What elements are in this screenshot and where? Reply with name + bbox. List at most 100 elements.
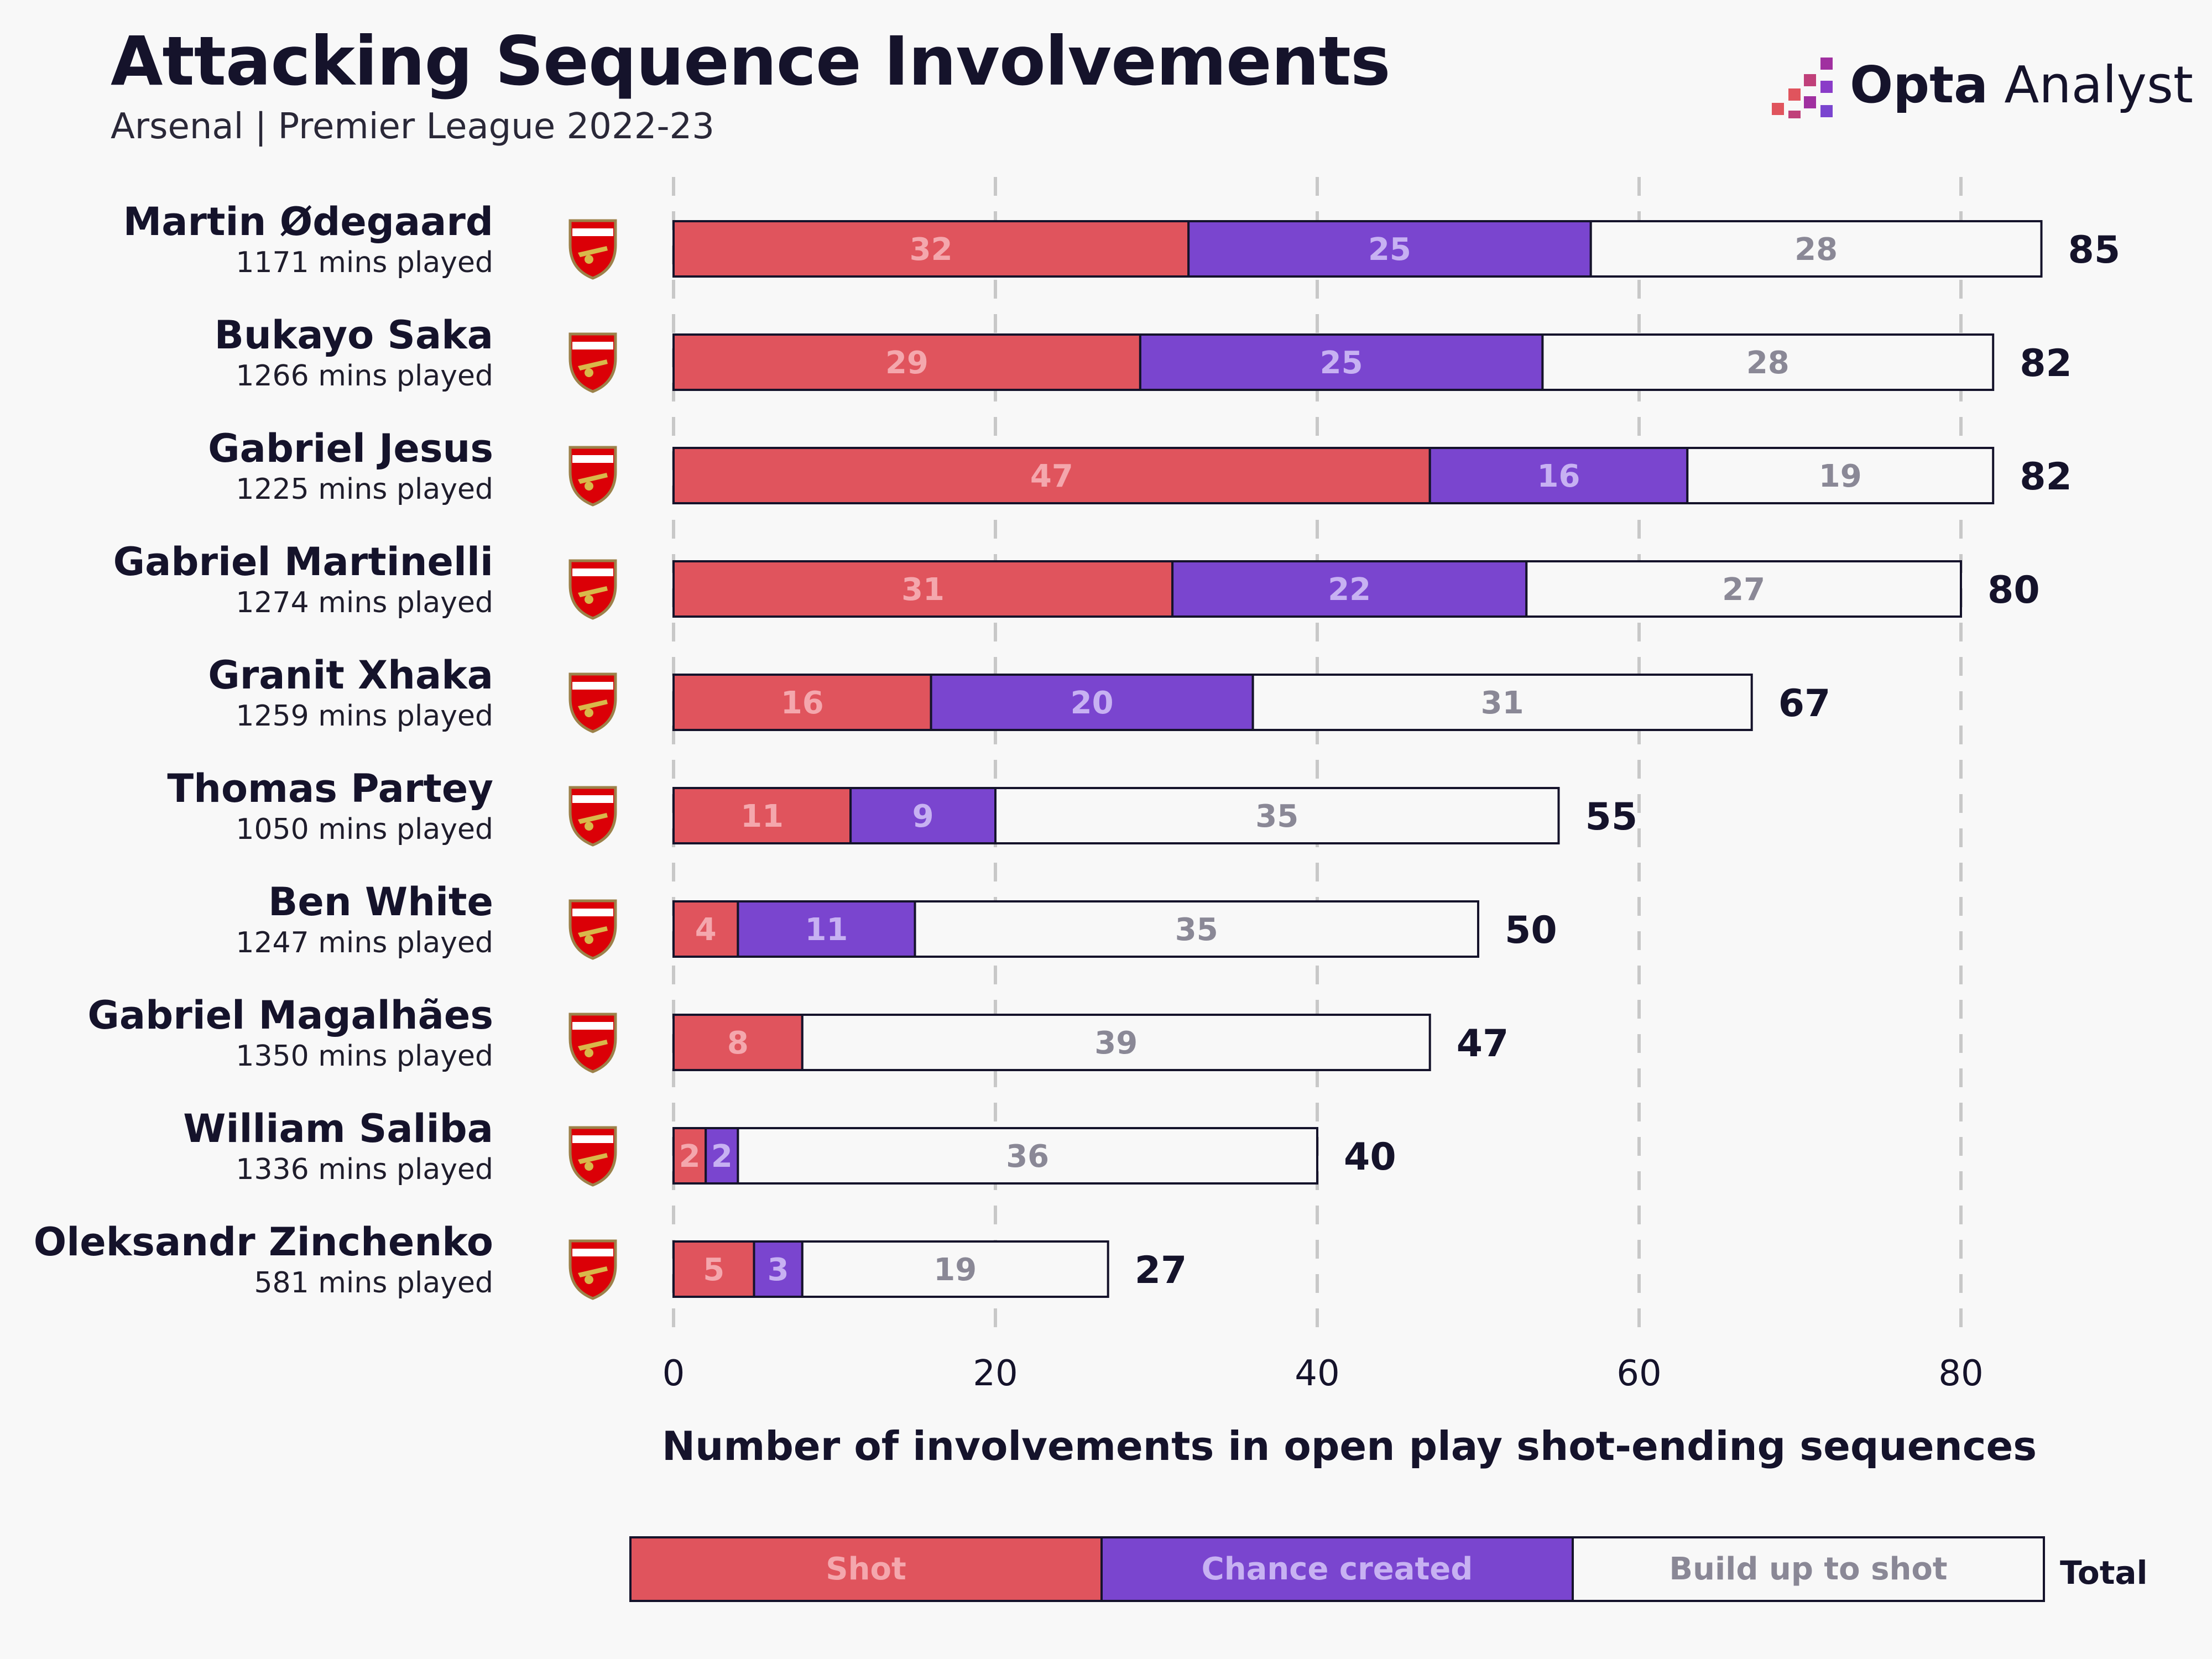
legend-total-label: Total [2060, 1554, 2148, 1592]
bar-value-label: 19 [933, 1252, 977, 1288]
brand-name-light: Analyst [1988, 55, 2193, 114]
bar-value-label: 11 [740, 799, 784, 834]
bar-total-label: 67 [1778, 682, 1831, 726]
bar-total-label: 50 [1505, 909, 1557, 952]
arsenal-crest-icon [568, 1126, 617, 1187]
bar-value-label: 25 [1320, 345, 1363, 381]
bar-segment-build-up [1251, 674, 1753, 731]
player-name: Gabriel Jesus [208, 426, 493, 471]
player-name: Martin Ødegaard [123, 199, 493, 244]
bar-segment-build-up [914, 900, 1479, 958]
player-minutes: 1274 mins played [236, 586, 493, 619]
player-name: Oleksandr Zinchenko [33, 1219, 493, 1265]
bar-value-label: 16 [1537, 458, 1580, 494]
player-minutes: 1171 mins played [236, 246, 493, 279]
bar-value-label: 28 [1794, 232, 1838, 268]
player-minutes: 1050 mins played [236, 813, 493, 846]
x-tick-label: 40 [1295, 1353, 1339, 1394]
bar-total-label: 80 [1987, 568, 2040, 612]
player-name: Thomas Partey [167, 766, 493, 811]
x-tick-label: 80 [1938, 1353, 1983, 1394]
legend-label: Shot [826, 1551, 906, 1587]
bar-total-label: 40 [1344, 1135, 1396, 1179]
bar-segment-shot [672, 333, 1141, 391]
bar-value-label: 19 [1819, 458, 1862, 494]
bar-segment-chance-created [1139, 333, 1544, 391]
bar-segment-build-up [1525, 560, 1963, 618]
bar-segment-shot [672, 447, 1431, 504]
bar-value-label: 28 [1746, 345, 1790, 381]
arsenal-crest-icon [568, 672, 617, 733]
player-name: Gabriel Martinelli [113, 539, 493, 585]
bar-segment-chance-created [705, 1127, 739, 1185]
player-minutes: 1336 mins played [236, 1153, 493, 1186]
bar-segment-build-up [1589, 220, 2043, 278]
bar-total-label: 82 [2020, 455, 2072, 499]
brand-name: Opta Analyst [1850, 55, 2193, 114]
arsenal-crest-icon [568, 899, 617, 960]
bar-segment-build-up [994, 787, 1560, 844]
bar-value-label: 47 [1030, 458, 1073, 494]
arsenal-crest-icon [568, 1013, 617, 1073]
legend-label: Chance created [1202, 1551, 1473, 1587]
page-subtitle: Arsenal | Premier League 2022-23 [111, 106, 714, 147]
bar-segment-shot [672, 560, 1174, 618]
arsenal-crest-icon [568, 786, 617, 847]
bar-total-label: 55 [1585, 795, 1638, 839]
bar-value-label: 29 [885, 345, 928, 381]
player-minutes: 1259 mins played [236, 700, 493, 733]
player-name: Ben White [268, 879, 493, 925]
brand-name-bold: Opta [1850, 55, 1989, 114]
arsenal-crest-icon [568, 446, 617, 507]
player-name: Bukayo Saka [214, 312, 493, 358]
arsenal-crest-icon [568, 1239, 617, 1300]
bar-value-label: 2 [679, 1139, 701, 1175]
bar-segment-build-up [1686, 447, 1995, 504]
player-name: William Saliba [183, 1106, 493, 1151]
page-title: Attacking Sequence Involvements [111, 22, 1391, 101]
bar-value-label: 35 [1255, 799, 1298, 834]
bar-value-label: 8 [727, 1025, 749, 1061]
bar-segment-build-up [801, 1014, 1431, 1071]
bar-segment-shot [672, 1240, 755, 1298]
player-minutes: 1247 mins played [236, 926, 493, 959]
legend-swatch [629, 1536, 1103, 1602]
bar-value-label: 16 [781, 685, 824, 721]
bar-value-label: 31 [901, 572, 945, 608]
bar-value-label: 39 [1094, 1025, 1138, 1061]
legend-label: Build up to shot [1669, 1551, 1947, 1587]
bar-total-label: 27 [1135, 1249, 1187, 1292]
bar-value-label: 11 [805, 912, 848, 948]
bar-segment-shot [672, 1014, 804, 1071]
bar-total-label: 82 [2020, 342, 2072, 385]
player-minutes: 581 mins played [254, 1266, 493, 1300]
bar-segment-chance-created [753, 1240, 804, 1298]
player-name: Granit Xhaka [208, 653, 493, 698]
bar-segment-shot [672, 787, 852, 844]
player-minutes: 1350 mins played [236, 1040, 493, 1073]
bar-segment-chance-created [930, 674, 1254, 731]
x-tick-label: 60 [1616, 1353, 1661, 1394]
bar-value-label: 3 [768, 1252, 789, 1288]
x-axis-label: Number of involvements in open play shot… [662, 1423, 2037, 1469]
bar-value-label: 9 [912, 799, 934, 834]
arsenal-crest-icon [568, 332, 617, 393]
x-tick-label: 20 [973, 1353, 1018, 1394]
bar-segment-shot [672, 220, 1190, 278]
player-name: Gabriel Magalhães [87, 993, 493, 1038]
bar-value-label: 22 [1328, 572, 1371, 608]
legend-swatch [1572, 1536, 2045, 1602]
player-minutes: 1266 mins played [236, 359, 493, 393]
bar-value-label: 2 [711, 1139, 733, 1175]
bar-value-label: 25 [1368, 232, 1411, 268]
bar-total-label: 47 [1457, 1022, 1509, 1066]
bar-segment-build-up [801, 1240, 1109, 1298]
arsenal-crest-icon [568, 219, 617, 280]
opta-analyst-logo: Opta Analyst [1770, 50, 2193, 127]
bar-segment-build-up [1541, 333, 1995, 391]
x-tick-label: 0 [662, 1353, 685, 1394]
bar-segment-chance-created [1428, 447, 1689, 504]
bar-value-label: 27 [1722, 572, 1765, 608]
